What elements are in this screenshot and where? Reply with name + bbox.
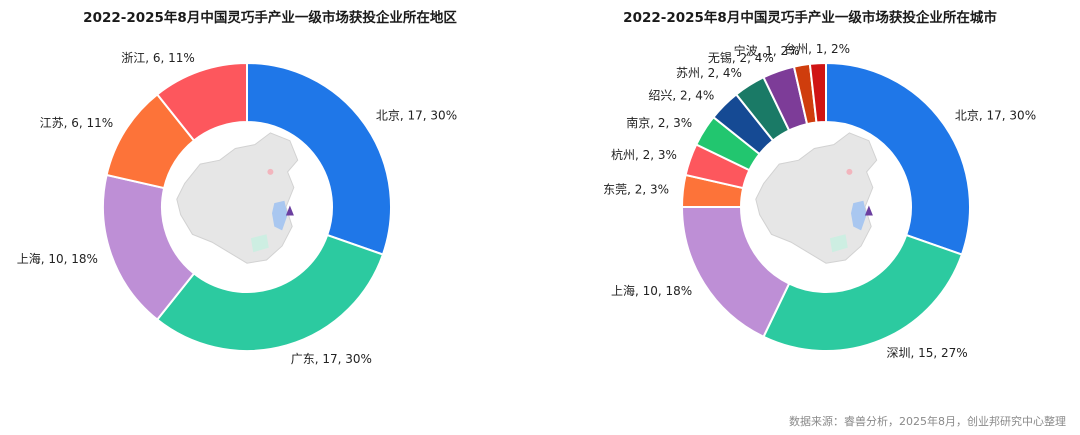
donut-slice-region-1 [155,233,385,352]
slice-label: 无锡, 2, 4% [708,50,774,65]
chart-title: 2022-2025年8月中国灵巧手产业一级市场获投企业所在地区 [83,10,457,26]
slice-label: 浙江, 6, 11% [121,51,195,65]
slice-label: 深圳, 15, 27% [887,346,968,360]
source-note: 数据来源：睿兽分析，2025年8月，创业邦研究中心整理 [789,415,1066,428]
china-map-icon [176,132,299,264]
city-chart-panel: 2022-2025年8月中国灵巧手产业一级市场获投企业所在城市 北京, 17, … [540,0,1080,410]
city-donut-chart: 北京, 17, 30% 深圳, 15, 27% 上海, 10, 18% 东莞, 2, … [603,41,1036,360]
region-chart-panel: 2022-2025年8月中国灵巧手产业一级市场获投企业所在地区 北京, 17, … [0,0,540,410]
china-map-icon [755,132,878,264]
slice-label: 台州, 1, 2% [784,41,850,56]
donut-slice-city-0 [825,61,971,256]
donut-slice-region-4 [155,61,248,142]
slice-label: 上海, 10, 18% [611,283,692,298]
region-donut-chart: 北京, 17, 30% 广东, 17, 30% 上海, 10, 18% 江苏, 6, … [17,51,457,366]
slice-label: 东莞, 2, 3% [603,182,669,196]
slice-label: 北京, 17, 30% [376,109,457,123]
slice-label: 北京, 17, 30% [955,109,1036,123]
donut-slice-region-0 [246,61,392,256]
donut-slice-city-1 [762,233,964,352]
slice-label: 江苏, 6, 11% [40,116,114,130]
slice-label: 南京, 2, 3% [626,115,692,130]
donut-slice-city-10 [808,61,827,124]
chart-title: 2022-2025年8月中国灵巧手产业一级市场获投企业所在城市 [623,10,997,26]
slice-label: 杭州, 2, 3% [611,147,677,162]
slice-label: 苏州, 2, 4% [676,66,742,80]
slice-label: 上海, 10, 18% [17,251,98,266]
slice-label: 广东, 17, 30% [291,352,372,366]
slice-label: 绍兴, 2, 4% [648,88,714,102]
slice-label: 宁波, 1, 2% [734,43,800,58]
